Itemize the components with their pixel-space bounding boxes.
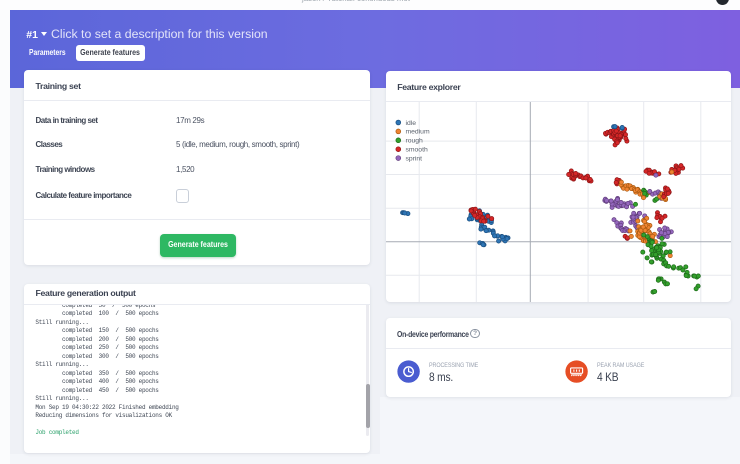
svg-text:sprint: sprint	[405, 155, 422, 162]
svg-text:idle: idle	[405, 119, 416, 126]
svg-text:rough: rough	[405, 137, 423, 144]
svg-text:medium: medium	[405, 128, 429, 135]
svg-text:smooth: smooth	[405, 146, 427, 153]
